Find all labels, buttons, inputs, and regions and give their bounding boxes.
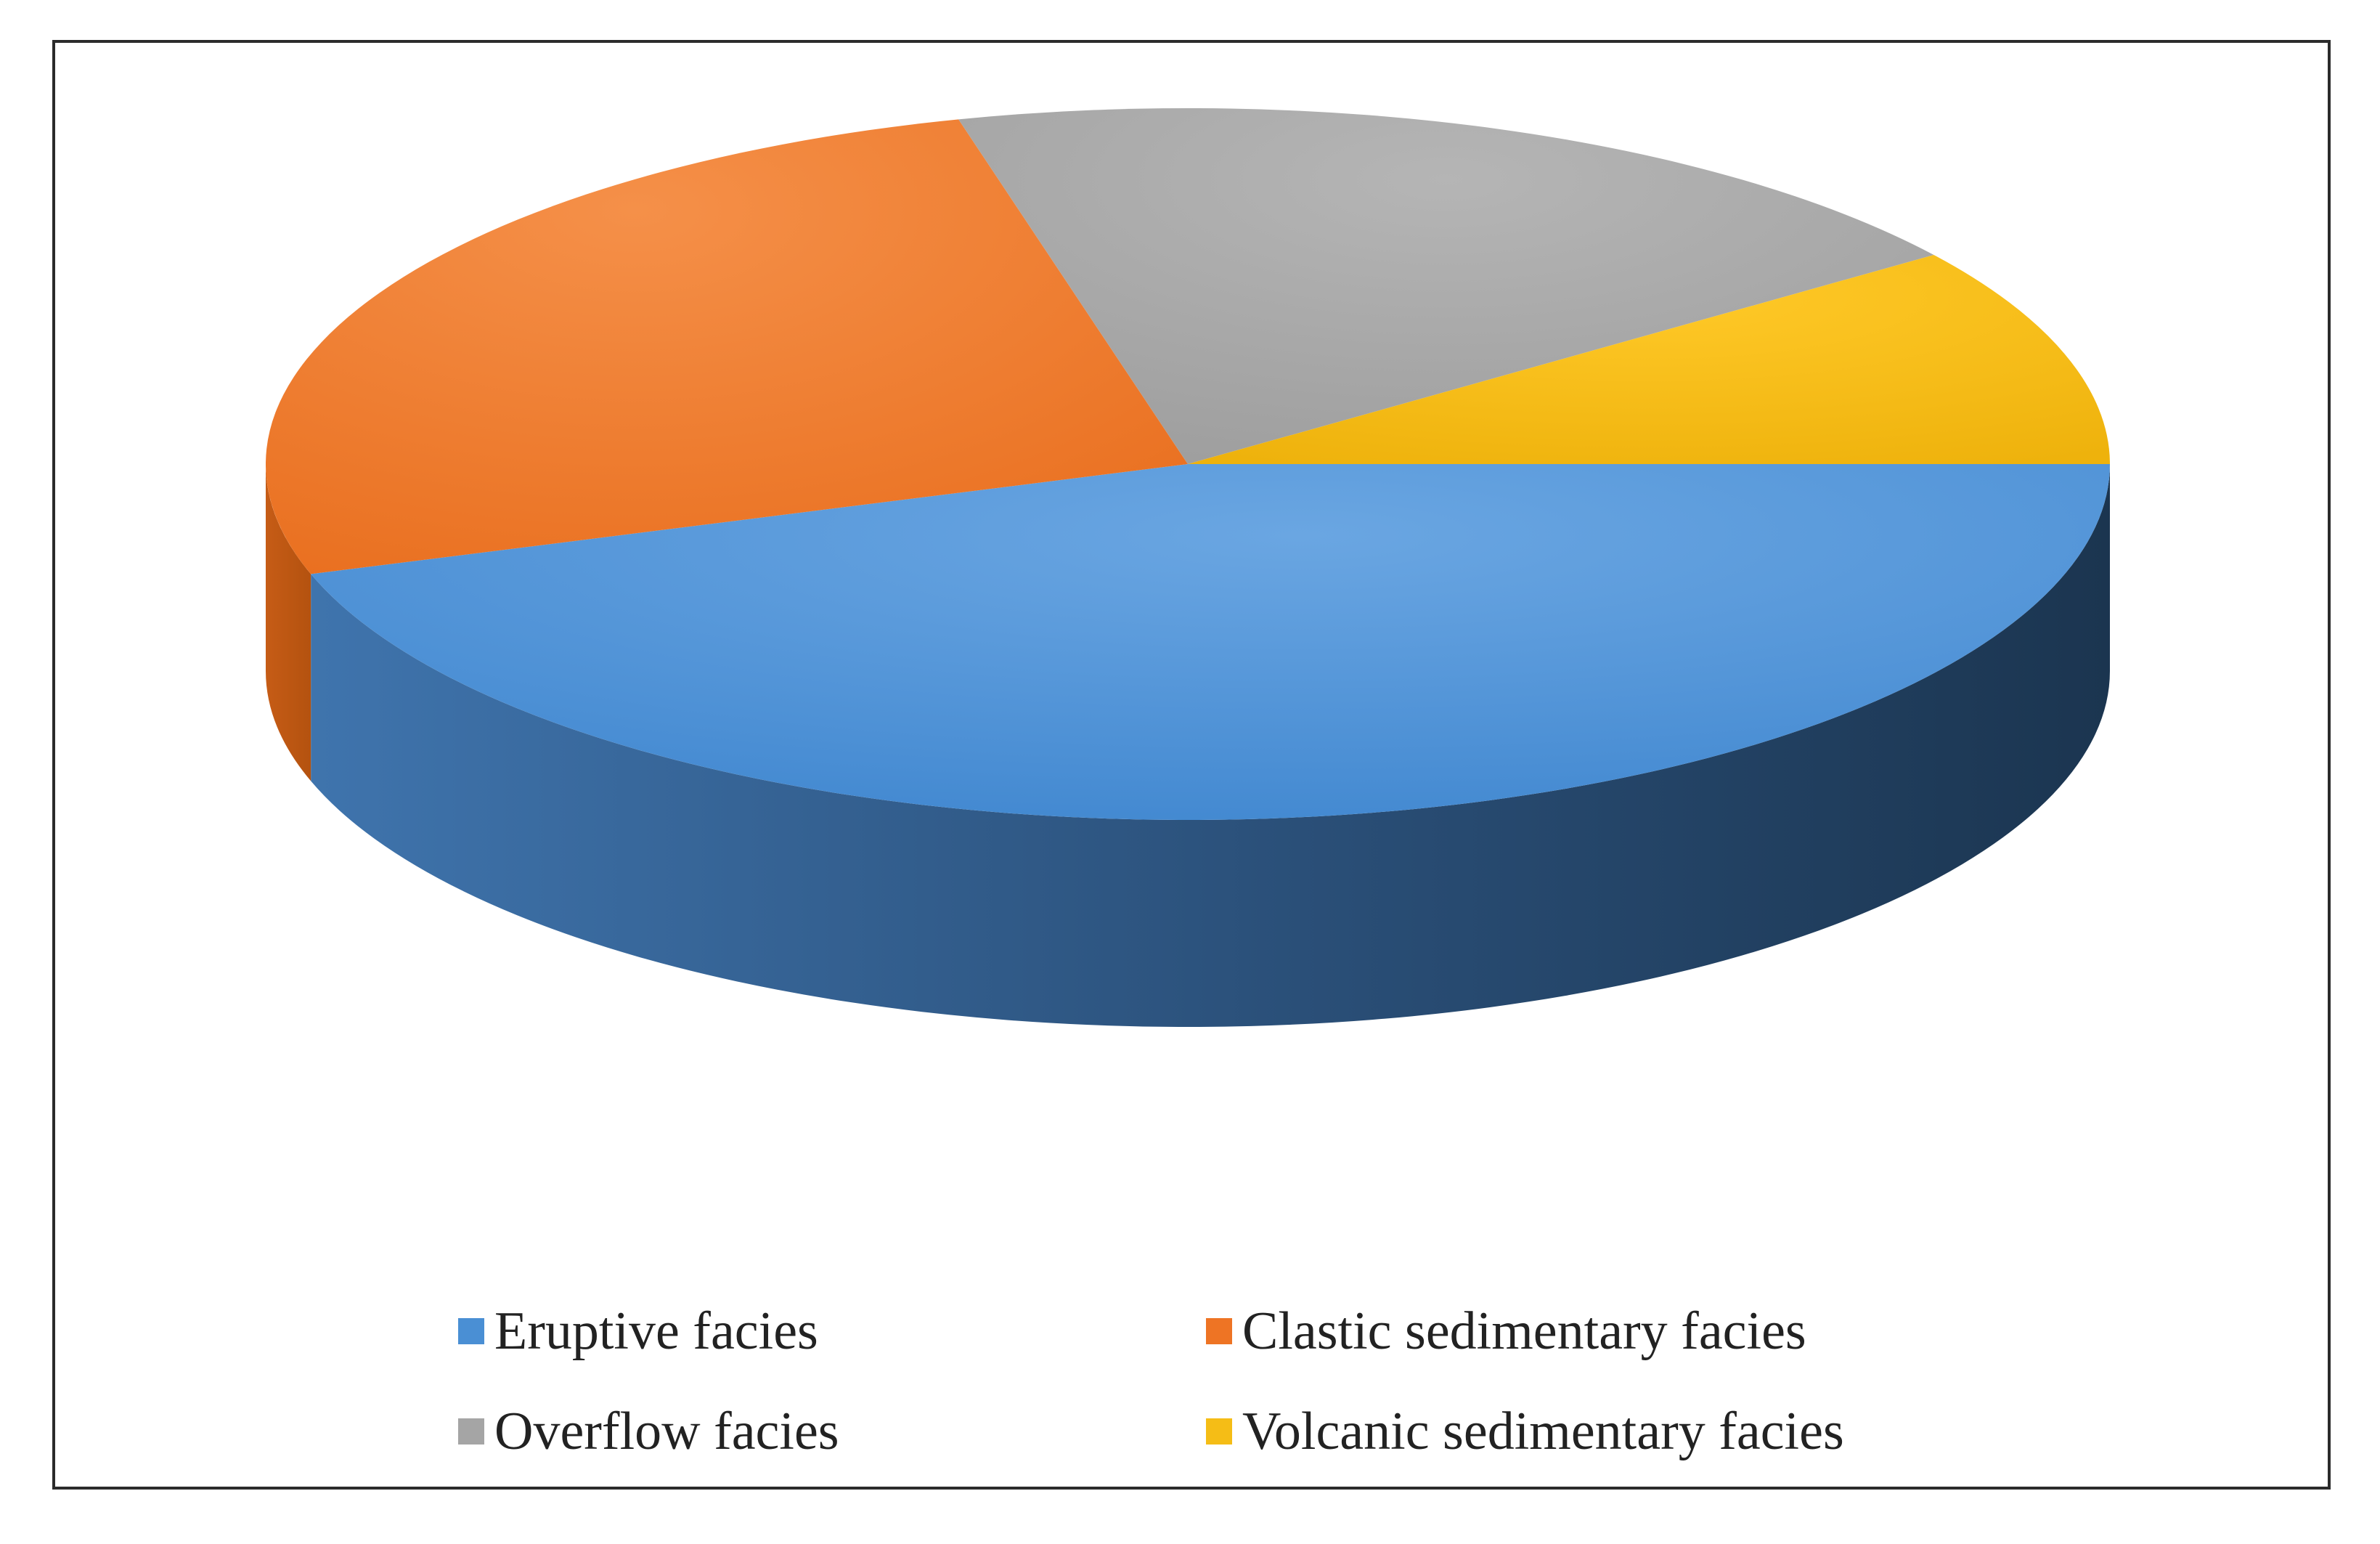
legend-label: Eruptive facies (494, 1301, 818, 1361)
legend-label: Overflow facies (494, 1401, 839, 1461)
pie-chart (265, 107, 2111, 1027)
legend-swatch-eruptive-facies (458, 1318, 484, 1344)
pie-slice-clastic-sedimentary-facies (265, 119, 1189, 574)
legend-item-eruptive-facies: Eruptive facies (458, 1299, 1206, 1363)
legend-swatch-volcanic-sedimentary-facies (1206, 1418, 1232, 1445)
legend-label: Volcanic sedimentary facies (1242, 1401, 1844, 1461)
legend-label: Clastic sedimentary facies (1242, 1301, 1806, 1361)
pie-side-eruptive-facies (311, 464, 2111, 1027)
legend-swatch-overflow-facies (458, 1418, 484, 1445)
chart-frame: Eruptive facies Clastic sedimentary faci… (52, 40, 2331, 1490)
legend-swatch-clastic-sedimentary-facies (1206, 1318, 1232, 1344)
pie-slice-eruptive-facies (311, 464, 2111, 820)
pie-slice-volcanic-sedimentary-facies (1188, 254, 2110, 464)
legend-item-clastic-sedimentary-facies: Clastic sedimentary facies (1206, 1299, 2041, 1363)
legend-item-overflow-facies: Overflow facies (458, 1399, 1206, 1463)
pie-slice-overflow-facies (958, 107, 1934, 464)
legend-item-volcanic-sedimentary-facies: Volcanic sedimentary facies (1206, 1399, 2041, 1463)
pie-side-clastic-sedimentary-facies (266, 464, 311, 781)
legend: Eruptive facies Clastic sedimentary faci… (458, 1299, 2055, 1463)
